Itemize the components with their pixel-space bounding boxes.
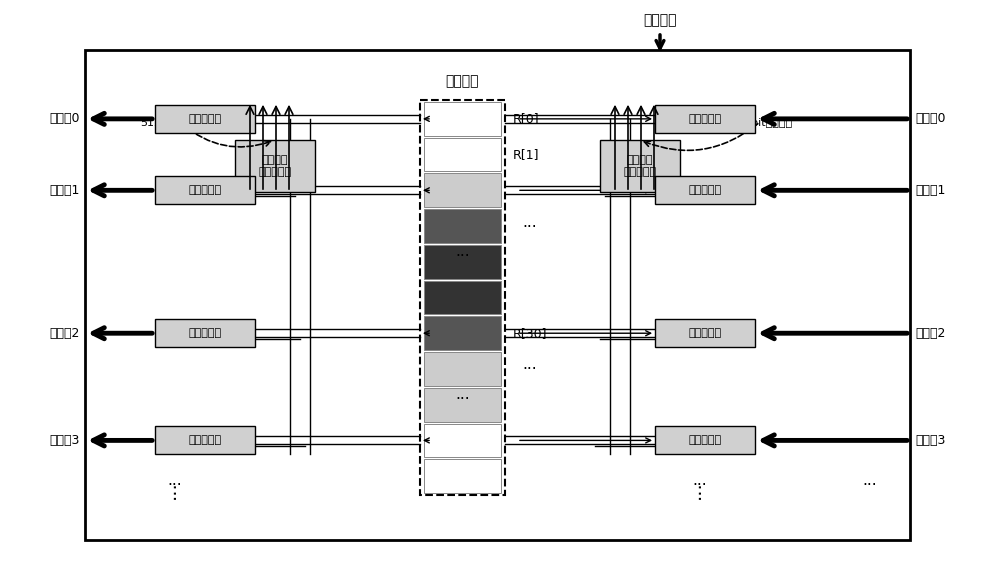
Text: 可配置端口: 可配置端口 bbox=[188, 328, 222, 338]
Bar bbox=[655, 426, 755, 455]
Text: 可配置端口: 可配置端口 bbox=[688, 185, 722, 196]
Text: 控制指令: 控制指令 bbox=[643, 13, 677, 27]
Text: 可配置端口: 可配置端口 bbox=[688, 328, 722, 338]
Bar bbox=[85, 50, 910, 540]
Bar bbox=[655, 105, 755, 133]
Text: ···: ··· bbox=[168, 478, 182, 493]
Bar bbox=[155, 105, 255, 133]
Text: 离散地址
缓存寄存器: 离散地址 缓存寄存器 bbox=[623, 155, 657, 177]
Text: R[30]: R[30] bbox=[513, 327, 548, 340]
Text: 512bit数据通路: 512bit数据通路 bbox=[140, 117, 202, 127]
Text: 写端口3: 写端口3 bbox=[915, 434, 945, 447]
Bar bbox=[235, 140, 315, 192]
Text: 读端口0: 读端口0 bbox=[50, 113, 80, 125]
Text: R[0]: R[0] bbox=[513, 113, 540, 125]
Text: ···: ··· bbox=[455, 249, 470, 264]
Bar bbox=[655, 319, 755, 347]
Text: 离散地址
缓存寄存器: 离散地址 缓存寄存器 bbox=[258, 155, 292, 177]
Text: 可配置端口: 可配置端口 bbox=[688, 436, 722, 445]
Text: 读端口3: 读端口3 bbox=[50, 434, 80, 447]
Text: 读端口2: 读端口2 bbox=[50, 327, 80, 340]
Bar bbox=[155, 319, 255, 347]
Bar bbox=[424, 102, 501, 136]
Bar bbox=[655, 177, 755, 204]
Bar bbox=[424, 209, 501, 243]
Text: 可配置端口: 可配置端口 bbox=[188, 185, 222, 196]
Bar bbox=[600, 140, 680, 192]
Bar bbox=[420, 100, 505, 495]
Text: 写端口2: 写端口2 bbox=[915, 327, 945, 340]
Bar bbox=[424, 174, 501, 207]
Text: ···: ··· bbox=[863, 478, 877, 493]
Bar bbox=[155, 426, 255, 455]
Text: R[1]: R[1] bbox=[513, 148, 540, 161]
Text: ···: ··· bbox=[693, 478, 707, 493]
Text: ···: ··· bbox=[523, 362, 537, 377]
Text: 512bit数据通路: 512bit数据通路 bbox=[730, 117, 792, 127]
Bar bbox=[424, 245, 501, 279]
Bar bbox=[155, 177, 255, 204]
Text: 可配置端口: 可配置端口 bbox=[188, 436, 222, 445]
Bar bbox=[424, 352, 501, 386]
Text: ···: ··· bbox=[166, 481, 184, 499]
Bar bbox=[424, 424, 501, 458]
Text: ···: ··· bbox=[690, 481, 710, 499]
Bar bbox=[424, 388, 501, 422]
Text: ···: ··· bbox=[523, 219, 537, 234]
Text: 可配置端口: 可配置端口 bbox=[688, 114, 722, 124]
Bar bbox=[424, 280, 501, 314]
Text: 写端口1: 写端口1 bbox=[915, 184, 945, 197]
Text: 寄存器堆: 寄存器堆 bbox=[446, 74, 479, 88]
Bar bbox=[424, 459, 501, 493]
Bar bbox=[424, 316, 501, 350]
Text: 读端口1: 读端口1 bbox=[50, 184, 80, 197]
Text: ···: ··· bbox=[455, 392, 470, 407]
Text: 写端口0: 写端口0 bbox=[915, 113, 946, 125]
Bar bbox=[424, 138, 501, 171]
Text: 可配置端口: 可配置端口 bbox=[188, 114, 222, 124]
